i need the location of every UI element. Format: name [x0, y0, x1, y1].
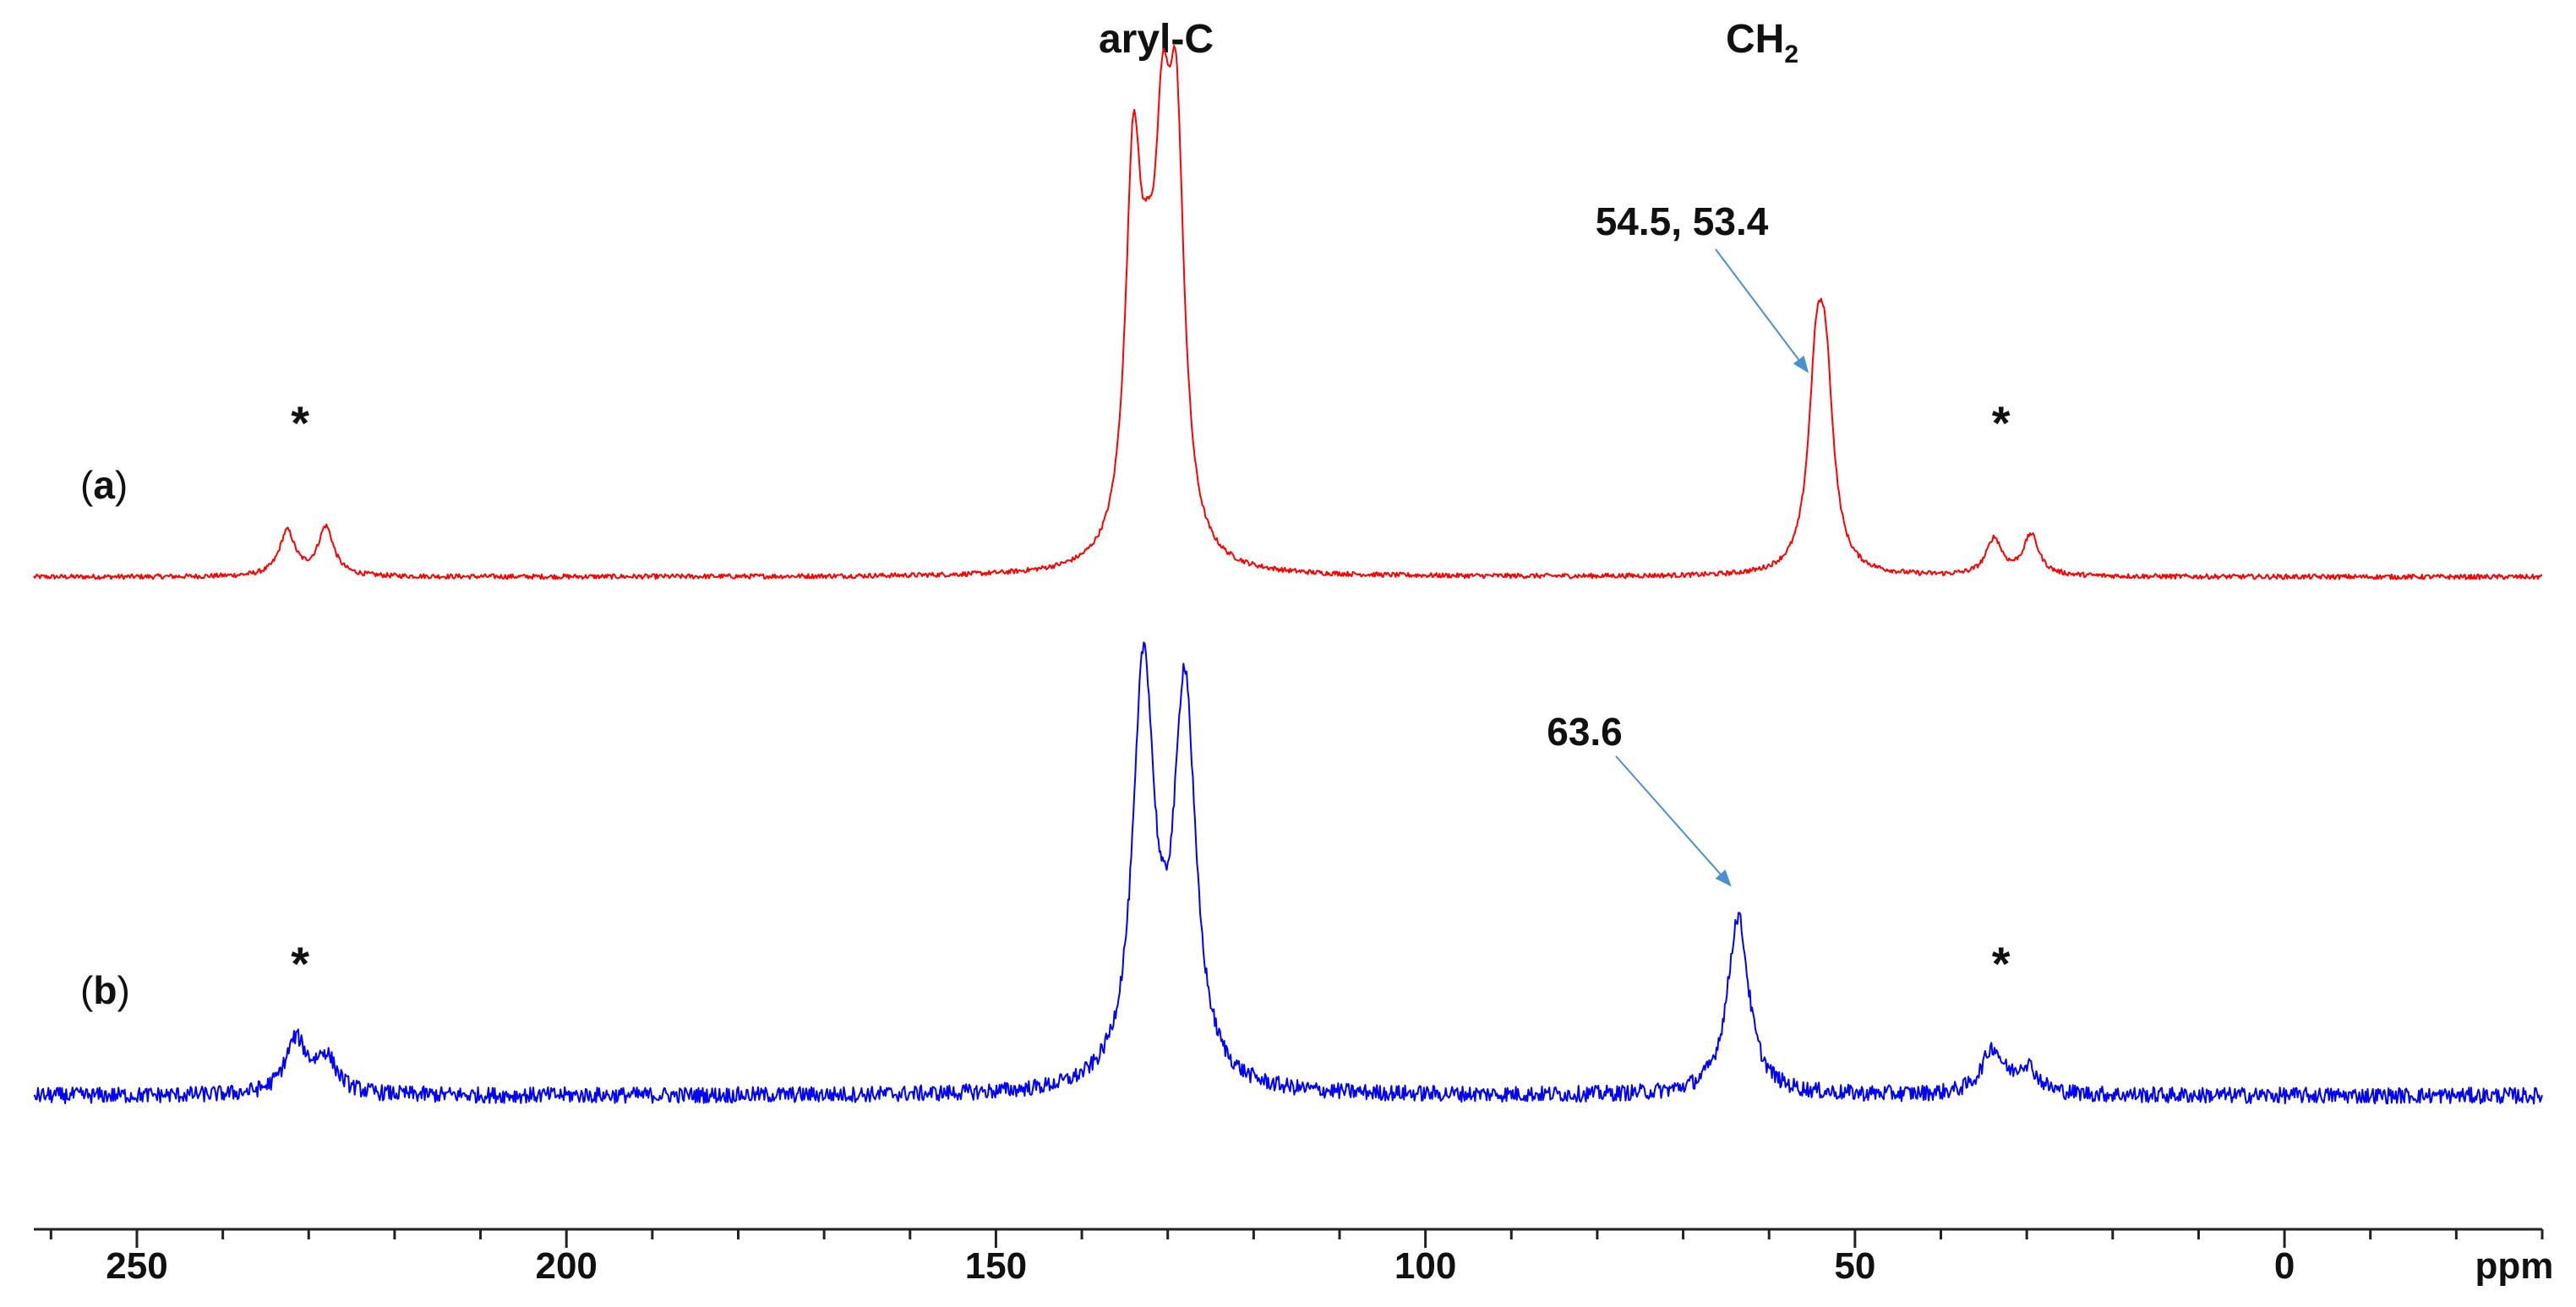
x-tick-label: 150: [965, 1245, 1027, 1287]
x-tick-label: 50: [1834, 1245, 1875, 1287]
annotation-a-text: 54.5, 53.4: [1596, 199, 1769, 243]
ch2-label: CH2: [1726, 17, 1798, 68]
ch2-label-main: CH: [1726, 17, 1784, 62]
series-b-trace: [33, 641, 2543, 1105]
x-axis-label: ppm: [2475, 1245, 2554, 1287]
x-axis-ticks: 250 200 150 100 50 0: [49, 1229, 2544, 1287]
sideband-marker-a-left: *: [291, 396, 309, 449]
series-b-label: (b): [80, 968, 130, 1012]
annotation-a-arrow: [1715, 248, 1809, 373]
x-tick-label: 0: [2274, 1245, 2295, 1287]
x-axis: 250 200 150 100 50 0: [34, 1228, 2544, 1287]
sideband-marker-b-right: *: [1992, 937, 2011, 990]
series-a-trace: [33, 45, 2543, 580]
annotation-b-text: 63.6: [1547, 710, 1623, 754]
x-tick-label: 250: [106, 1245, 167, 1287]
series-a-label: (a): [80, 463, 128, 507]
annotation-b-arrow: [1615, 755, 1732, 887]
ch2-label-subscript: 2: [1784, 41, 1798, 68]
sideband-marker-a-right: *: [1992, 396, 2011, 449]
x-tick-label: 100: [1394, 1245, 1456, 1287]
x-tick-label: 200: [535, 1245, 597, 1287]
sideband-marker-b-left: *: [291, 937, 309, 990]
aryl-c-label: aryl-C: [1099, 17, 1214, 62]
